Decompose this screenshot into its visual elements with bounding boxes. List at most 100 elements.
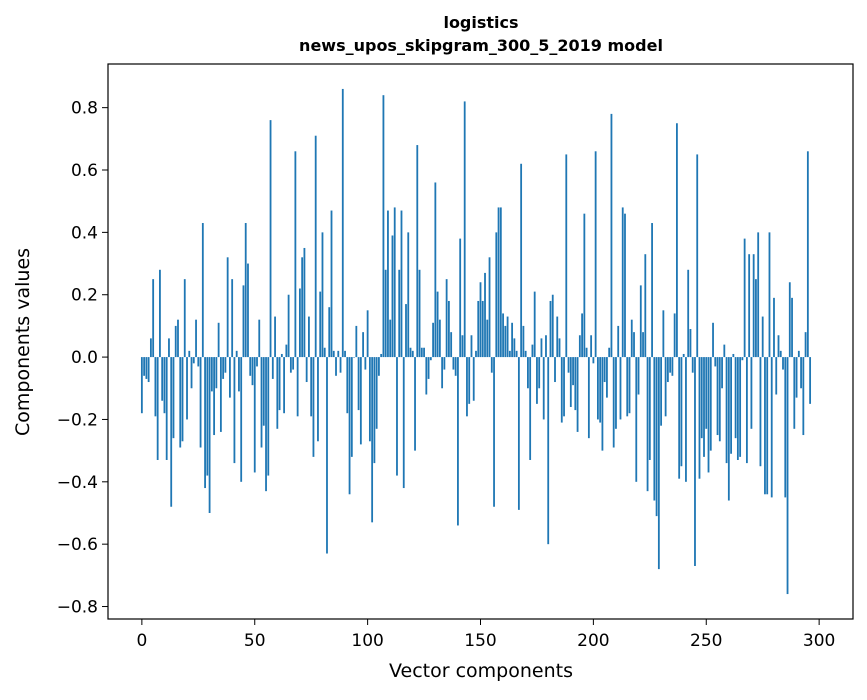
bar <box>736 357 739 460</box>
bar <box>775 357 778 395</box>
bar <box>296 357 299 417</box>
bar <box>635 357 638 482</box>
bar <box>527 357 529 389</box>
bar <box>671 357 674 376</box>
bar <box>533 291 536 358</box>
bar <box>199 357 202 448</box>
bar <box>594 151 597 358</box>
bar <box>283 357 285 414</box>
bar <box>653 357 656 501</box>
bars-group <box>140 88 812 595</box>
bar <box>287 294 290 358</box>
bar <box>280 353 283 358</box>
bar <box>152 279 155 358</box>
bar <box>208 357 211 513</box>
bar <box>748 254 751 358</box>
bar <box>592 357 595 364</box>
bar <box>337 350 340 358</box>
bar <box>143 357 146 376</box>
bar <box>249 357 252 376</box>
bar <box>779 350 782 358</box>
bar <box>610 113 613 358</box>
bar <box>786 357 789 595</box>
bar <box>432 322 434 358</box>
bar <box>262 357 265 426</box>
bar <box>159 269 161 358</box>
bar <box>387 210 389 358</box>
bar <box>723 344 726 358</box>
bar <box>725 357 728 464</box>
bar <box>436 291 439 358</box>
bar <box>587 357 590 439</box>
bar <box>764 357 766 495</box>
bar <box>707 357 710 473</box>
bar <box>524 350 527 358</box>
bar <box>359 357 362 445</box>
bar <box>219 357 222 432</box>
bar <box>574 357 577 411</box>
bar <box>657 357 660 570</box>
bar <box>490 357 493 373</box>
bar <box>454 357 457 376</box>
bar <box>247 263 249 358</box>
bar <box>739 357 742 457</box>
bar <box>734 357 737 439</box>
bar <box>396 357 398 476</box>
bar <box>727 357 730 501</box>
bar <box>599 357 602 423</box>
bar <box>800 357 802 389</box>
x-tick-label: 150 <box>464 631 496 651</box>
bar <box>346 357 349 414</box>
bar <box>759 357 762 467</box>
bar <box>323 347 326 358</box>
bar <box>423 347 425 358</box>
bar <box>648 357 651 460</box>
bar <box>289 357 292 373</box>
bar <box>190 357 193 389</box>
bar <box>235 350 238 358</box>
bar <box>511 322 514 358</box>
bar <box>666 357 669 383</box>
bar <box>612 357 615 448</box>
x-axis-ticks: 0 50 100 150 200 250 300 <box>136 619 835 651</box>
bar <box>441 357 444 389</box>
bar <box>301 257 304 358</box>
bar <box>470 335 473 358</box>
bar <box>642 332 644 358</box>
bar <box>488 257 491 358</box>
bar <box>558 338 561 358</box>
bar <box>366 310 369 358</box>
bar <box>364 357 367 370</box>
bar <box>298 288 301 358</box>
bar <box>703 357 705 457</box>
bar <box>303 247 306 358</box>
bar <box>694 357 696 566</box>
bar <box>373 357 376 464</box>
bar <box>732 353 735 358</box>
bar <box>547 357 550 545</box>
bar <box>188 350 191 358</box>
bar <box>777 335 780 358</box>
bar <box>418 269 421 358</box>
bar <box>168 338 170 358</box>
bar <box>461 335 464 358</box>
bar <box>391 235 394 358</box>
bar <box>639 285 642 358</box>
bar <box>716 357 719 436</box>
bar <box>398 269 401 358</box>
bar <box>310 357 313 417</box>
bar <box>554 357 556 383</box>
bar <box>368 357 371 442</box>
bar <box>195 319 197 358</box>
bar <box>251 357 254 386</box>
bar <box>319 291 322 358</box>
x-tick-label: 0 <box>136 631 147 651</box>
bar <box>197 357 200 367</box>
bar <box>445 279 448 358</box>
bar <box>308 316 310 358</box>
bar <box>400 210 403 358</box>
bar <box>459 238 462 358</box>
bar <box>260 357 263 448</box>
bar <box>513 338 516 358</box>
